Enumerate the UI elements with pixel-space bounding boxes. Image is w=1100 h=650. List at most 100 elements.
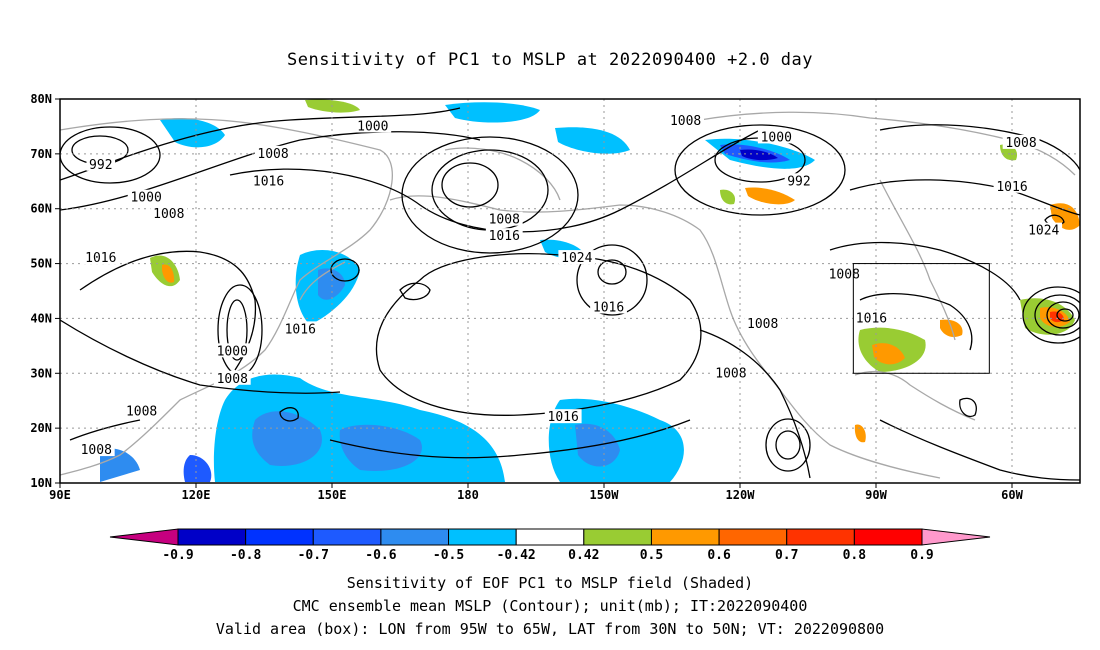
contour-label-bg xyxy=(254,145,292,160)
contour-label-bg xyxy=(82,250,120,265)
lat-tick-label: 60N xyxy=(30,202,52,216)
colorbar-label: 0.6 xyxy=(707,548,731,563)
lon-tick-label: 120E xyxy=(182,488,211,502)
colorbar-segment xyxy=(245,528,314,546)
contour-label-bg xyxy=(757,129,795,144)
colorbar-low-arrow xyxy=(109,528,179,546)
colorbar-segment xyxy=(718,528,788,546)
lat-tick-label: 30N xyxy=(30,366,52,380)
contour-label: 1016 xyxy=(85,251,116,266)
contour-label: 1008 xyxy=(829,268,860,283)
contour-label-bg xyxy=(86,156,116,171)
colorbar-label: 0.9 xyxy=(910,548,933,563)
contour-label: 992 xyxy=(89,158,112,173)
colorbar-label: -0.5 xyxy=(433,548,464,563)
colorbar-segment xyxy=(380,528,450,546)
contour-label-bg xyxy=(150,206,188,221)
colorbar-high-arrow xyxy=(921,528,991,546)
contour-label-bg xyxy=(250,173,287,188)
lat-tick-label: 70N xyxy=(30,147,52,161)
contour-label: 1016 xyxy=(856,311,887,326)
contour-label-bg xyxy=(667,112,704,127)
lon-tick-label: 90E xyxy=(49,488,71,502)
colorbar-segment xyxy=(786,528,855,546)
contour-label: 1000 xyxy=(761,130,792,145)
caption-contour: CMC ensemble mean MSLP (Contour); unit(m… xyxy=(292,597,808,615)
contour-label: 1000 xyxy=(130,191,161,206)
contour-label: 1016 xyxy=(253,174,284,189)
contour-label-bg xyxy=(213,370,251,385)
contour-label-bg xyxy=(1002,134,1040,149)
sensitivity-shading xyxy=(100,99,1080,482)
contour-label-bg xyxy=(853,310,890,325)
colorbar-segment xyxy=(448,528,517,546)
contour-label: 1008 xyxy=(747,317,778,332)
contour-label-bg xyxy=(213,343,251,358)
contour-label: 1000 xyxy=(357,119,388,134)
contour-label: 1000 xyxy=(217,344,248,359)
colorbar-label: -0.7 xyxy=(298,548,329,563)
lat-tick-label: 40N xyxy=(30,311,52,325)
contour-label: 992 xyxy=(787,174,810,189)
contour-label-bg xyxy=(558,250,596,265)
contour-label-bg xyxy=(281,321,319,336)
colorbar-label: -0.42 xyxy=(497,548,536,563)
map-title: Sensitivity of PC1 to MSLP at 2022090400… xyxy=(286,50,813,70)
lon-tick-label: 150E xyxy=(318,488,347,502)
contour-label-bg xyxy=(77,442,115,457)
contour-label: 1008 xyxy=(670,114,701,129)
coastlines xyxy=(60,111,1076,479)
contour-label: 1016 xyxy=(489,229,520,244)
colorbar-segment xyxy=(177,528,247,546)
colorbar-label: 0.5 xyxy=(640,548,663,563)
colorbar-segment xyxy=(515,528,585,546)
contour-label: 1016 xyxy=(996,180,1027,195)
contour-label-bg xyxy=(544,409,582,424)
lon-tick-label: 150W xyxy=(590,488,620,502)
contour-label: 1016 xyxy=(285,322,316,337)
contour-label: 1016 xyxy=(593,300,624,315)
contour-label: 1024 xyxy=(1028,224,1059,239)
contour-label-bg xyxy=(784,173,814,188)
colorbar-label: -0.6 xyxy=(365,548,396,563)
contour-label: 1008 xyxy=(81,443,112,458)
lon-tick-label: 120W xyxy=(726,488,756,502)
colorbar-label: -0.8 xyxy=(230,548,261,563)
colorbar-segment xyxy=(650,528,720,546)
lat-tick-label: 10N xyxy=(30,476,52,490)
colorbar-segment xyxy=(583,528,652,546)
contour-label-bg xyxy=(744,315,782,330)
contour-label: 1008 xyxy=(217,372,248,387)
contour-label-bg xyxy=(485,211,523,226)
contour-label-bg xyxy=(1025,222,1063,237)
colorbar-segment xyxy=(312,528,382,546)
contour-label: 1008 xyxy=(126,405,157,420)
lon-tick-label: 90W xyxy=(865,488,887,502)
caption-valid-area: Valid area (box): LON from 95W to 65W, L… xyxy=(215,620,885,638)
contour-label: 1024 xyxy=(561,251,592,266)
contour-label: 1008 xyxy=(1005,136,1036,151)
contour-label-bg xyxy=(712,365,750,380)
valid-area-box xyxy=(852,263,990,374)
contour-label-bg xyxy=(590,299,627,314)
map-frame xyxy=(59,98,1081,484)
contour-label: 1008 xyxy=(153,207,184,222)
lon-tick-label: 180 xyxy=(457,488,479,502)
lon-tick-label: 60W xyxy=(1001,488,1023,502)
colorbar-label: -0.9 xyxy=(162,548,193,563)
axis-labels: 90E 120E 150E 180 150W 120W 90W 60W 80N 70N 60N 50N… xyxy=(30,92,1023,502)
contour-label-bg xyxy=(993,178,1031,193)
colorbar-label: 0.7 xyxy=(775,548,798,563)
contour-label: 1008 xyxy=(715,366,746,381)
colorbar-label: 0.42 xyxy=(568,548,599,563)
lat-tick-label: 50N xyxy=(30,257,52,271)
contour-label: 1016 xyxy=(548,410,579,425)
colorbar: -0.9 -0.8 -0.7 -0.6 -0.5 -0.42 0.42 0.5 0.6 0.7 0.… xyxy=(109,528,991,563)
contour-label: 1008 xyxy=(257,147,288,162)
caption-shading: Sensitivity of EOF PC1 to MSLP field (Sh… xyxy=(346,574,754,592)
contour-label-bg xyxy=(354,118,392,133)
contour-label-bg xyxy=(485,228,523,243)
lat-tick-label: 80N xyxy=(30,92,52,106)
